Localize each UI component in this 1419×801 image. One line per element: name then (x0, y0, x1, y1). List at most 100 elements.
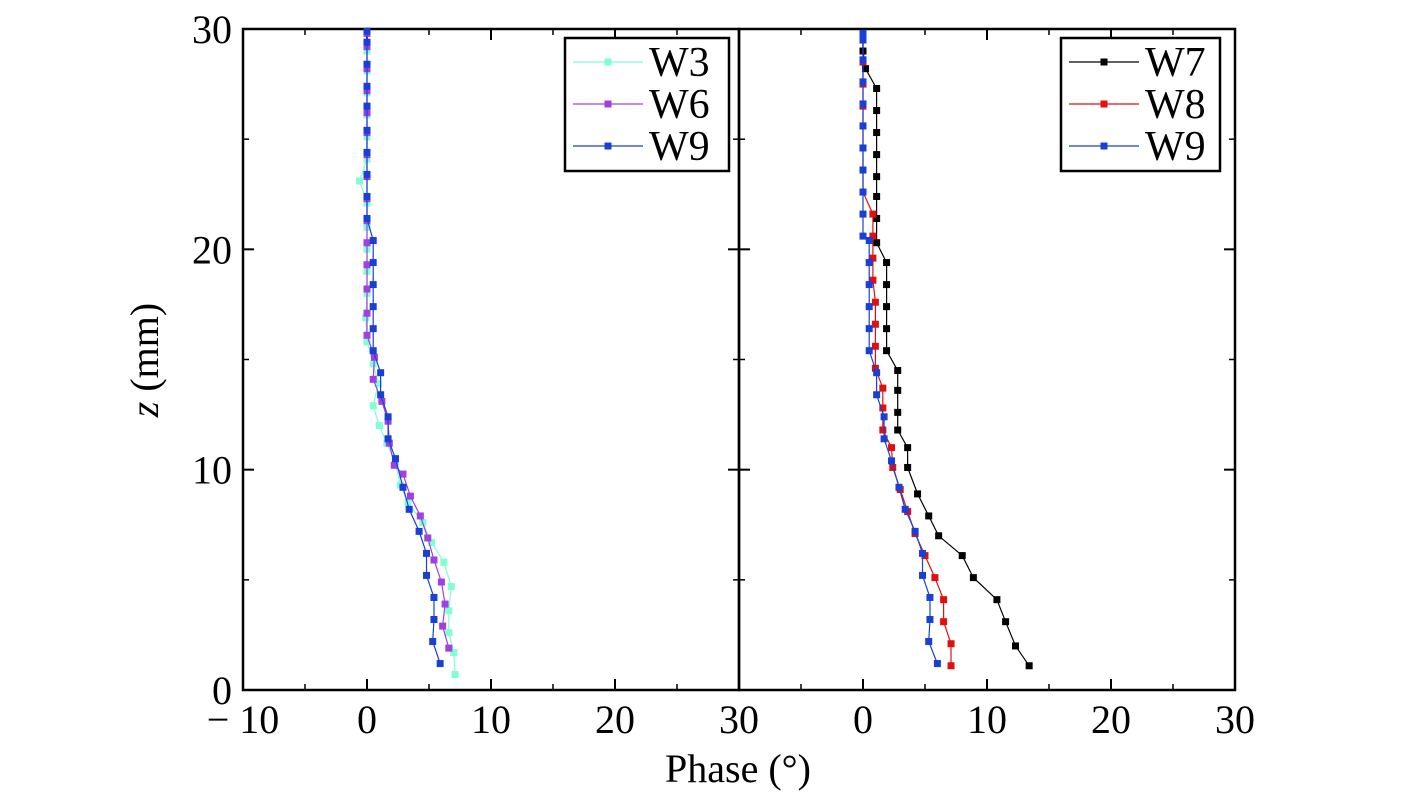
series-w7-panel-2 (859, 29, 1033, 670)
data-point (911, 527, 919, 535)
x-tick-label: − 10 (207, 697, 280, 742)
data-point (865, 303, 873, 311)
data-point (390, 461, 398, 469)
y-tick-label: 20 (192, 227, 232, 272)
data-point (369, 325, 377, 333)
data-point (399, 470, 407, 478)
data-point (869, 210, 877, 218)
data-point (384, 435, 392, 443)
data-point (880, 413, 888, 421)
data-point (879, 404, 887, 412)
legend-label: W8 (1145, 82, 1206, 128)
data-point (406, 492, 414, 500)
data-point (865, 347, 873, 355)
data-point (895, 483, 903, 491)
data-point (894, 386, 902, 394)
data-point (439, 622, 447, 630)
data-point (416, 512, 424, 520)
data-point (859, 56, 867, 64)
data-point (427, 538, 435, 546)
legend-item-w9: W9 (1069, 124, 1206, 170)
data-point (904, 463, 912, 471)
data-point (873, 173, 881, 181)
data-point (363, 261, 371, 269)
data-point (430, 556, 438, 564)
legend-label: W9 (649, 124, 710, 170)
data-point (880, 435, 888, 443)
data-point (369, 375, 377, 383)
data-point (415, 527, 423, 535)
data-point (926, 593, 934, 601)
data-point (904, 444, 912, 452)
legend-marker (1100, 100, 1108, 108)
data-point (914, 490, 922, 498)
data-point (873, 129, 881, 137)
data-point (447, 582, 455, 590)
data-point (873, 84, 881, 92)
data-point (894, 426, 902, 434)
data-point (883, 259, 891, 267)
data-point (883, 303, 891, 311)
data-point (430, 593, 438, 601)
data-point (869, 254, 877, 262)
legend-label: W9 (1145, 124, 1206, 170)
y-axis-title: z (mm) (122, 303, 167, 418)
data-point (362, 314, 370, 322)
y-tick-label: 30 (192, 7, 232, 52)
data-point (445, 629, 453, 637)
data-point (1025, 662, 1033, 670)
data-point (894, 408, 902, 416)
data-point (441, 600, 449, 608)
data-point (888, 457, 896, 465)
data-point (859, 29, 867, 37)
x-tick-label: 20 (595, 697, 635, 742)
data-point (356, 177, 364, 185)
y-axis-title-unit: (mm) (122, 303, 167, 402)
data-point (869, 276, 877, 284)
data-point (947, 640, 955, 648)
data-point (370, 353, 378, 361)
legend-label: W6 (649, 82, 710, 128)
data-point (883, 347, 891, 355)
data-point (377, 369, 385, 377)
data-point (423, 571, 431, 579)
data-point (993, 596, 1001, 604)
data-point (859, 78, 867, 86)
data-point (423, 549, 431, 557)
data-point (873, 151, 881, 159)
data-point (859, 100, 867, 108)
legend-marker (604, 142, 612, 150)
data-point (879, 384, 887, 392)
data-point (363, 148, 371, 156)
data-point (865, 281, 873, 289)
series-layer (356, 27, 1033, 679)
series-line (366, 31, 441, 664)
x-tick-label: 0 (357, 697, 377, 742)
series-w9-panel-2 (859, 29, 941, 668)
data-point (865, 325, 873, 333)
data-point (873, 369, 881, 377)
data-point (405, 505, 413, 513)
data-point (933, 660, 941, 668)
x-axis-title: Phase (°) (665, 746, 811, 791)
y-axis-title-variable: z (122, 401, 167, 418)
data-point (1012, 642, 1020, 650)
legend-item-w8: W8 (1069, 82, 1206, 128)
data-point (871, 320, 879, 328)
legend-item-w3: W3 (573, 40, 710, 86)
data-point (363, 82, 371, 90)
data-point (445, 644, 453, 652)
data-point (859, 144, 867, 152)
data-point (873, 239, 881, 247)
data-point (935, 532, 943, 540)
legend-label: W7 (1145, 40, 1206, 86)
data-point (865, 237, 873, 245)
legend-marker (1100, 142, 1108, 150)
legend-marker (1100, 58, 1108, 66)
series-w9-panel-1 (363, 27, 444, 668)
legend-label: W3 (649, 40, 710, 86)
